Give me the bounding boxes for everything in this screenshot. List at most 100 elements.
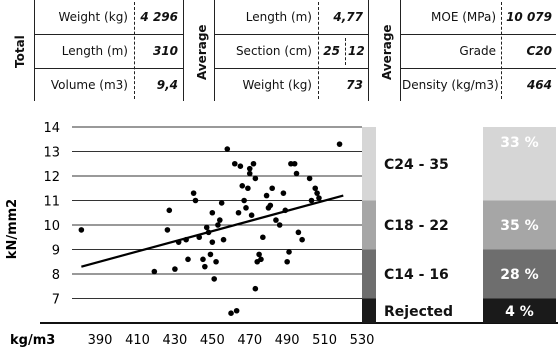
data-point-37 <box>250 160 257 167</box>
data-point-1 <box>151 268 158 275</box>
data-point-47 <box>269 185 275 192</box>
data-point-44 <box>263 192 270 199</box>
data-point-46 <box>267 202 274 209</box>
grade-band-3 <box>362 298 376 323</box>
grade-label-0: C24 - 35 <box>384 157 449 173</box>
data-point-22 <box>218 200 225 206</box>
data-point-55 <box>291 160 298 167</box>
data-point-18 <box>211 276 217 282</box>
data-point-23 <box>220 236 227 243</box>
total-volume-value: 9,4 <box>156 78 178 92</box>
total-group-label: Total <box>13 35 27 69</box>
y-tick-label-8: 8 <box>52 268 60 283</box>
data-point-33 <box>245 185 251 192</box>
grade-percent-label-3: 4 % <box>505 304 534 320</box>
data-point-32 <box>243 205 249 211</box>
data-point-24 <box>224 146 231 152</box>
x-tick-label-490: 490 <box>275 333 300 348</box>
data-point-34 <box>246 170 253 177</box>
average-section-label: Section (cm) <box>235 44 312 58</box>
data-point-61 <box>312 185 319 192</box>
y-tick-label-13: 13 <box>43 146 60 161</box>
data-point-58 <box>299 236 305 243</box>
summary-table: Total Weight (kg) 4 296 Length (m) 310 V… <box>0 0 558 103</box>
grade-percent-label-0: 33 % <box>500 135 538 151</box>
moe-density-scatter-chart: 7 8 9 10 11 12 13 14 kN/mm2 kg/m3 390 410 430 450 470 4… <box>5 121 558 348</box>
data-point-4 <box>172 266 178 272</box>
data-point-35 <box>246 165 253 172</box>
total-length-label: Length (m) <box>61 44 128 58</box>
grade-label-3: Rejected <box>384 304 453 320</box>
data-point-8 <box>190 190 197 196</box>
data-point-50 <box>280 190 287 196</box>
data-point-19 <box>213 258 219 265</box>
data-point-26 <box>231 160 238 167</box>
data-point-52 <box>284 258 290 265</box>
average-grade-value: C20 <box>526 44 552 58</box>
data-point-17 <box>209 209 216 216</box>
y-axis-label: kN/mm2 <box>5 199 20 259</box>
y-tick-label-12: 12 <box>43 170 60 185</box>
total-weight-label: Weight (kg) <box>58 10 128 24</box>
x-tick-label-430: 430 <box>162 333 187 348</box>
total-length-value: 310 <box>152 44 178 58</box>
data-point-12 <box>202 263 208 270</box>
data-point-43 <box>260 234 266 241</box>
average-section-value-2: 12 <box>348 44 365 58</box>
data-point-39 <box>252 285 259 292</box>
data-point-16 <box>209 239 216 245</box>
average-section-value-1: 25 <box>323 44 340 58</box>
average-density-label: Density (kg/m3) <box>402 78 499 92</box>
data-point-42 <box>258 256 264 263</box>
data-point-0 <box>78 227 85 233</box>
average-moe-value: 10 079 <box>506 10 552 24</box>
data-point-15 <box>207 251 214 258</box>
data-point-56 <box>293 170 300 177</box>
y-tick-label-9: 9 <box>52 244 60 259</box>
x-tick-label-390: 390 <box>88 333 113 348</box>
average-length-label: Length (m) <box>245 10 312 24</box>
data-point-9 <box>192 197 199 204</box>
x-tick-label-470: 470 <box>237 333 262 348</box>
data-point-28 <box>235 209 242 216</box>
data-point-25 <box>228 310 234 316</box>
grade-percent-band-0 <box>483 127 556 201</box>
x-tick-label-530: 530 <box>350 333 375 348</box>
data-point-62 <box>314 190 320 196</box>
data-point-63 <box>316 195 322 201</box>
data-point-21 <box>217 217 223 223</box>
grade-band-1 <box>362 200 376 250</box>
grade-band-0 <box>362 127 376 201</box>
data-point-57 <box>295 229 302 236</box>
average-dimensions-label: Average <box>195 24 209 80</box>
average-weight-value: 73 <box>346 78 363 92</box>
grade-label-1: C18 - 22 <box>384 218 449 234</box>
data-point-7 <box>185 256 191 263</box>
data-point-20 <box>215 222 221 228</box>
y-tick-label-11: 11 <box>43 195 60 210</box>
data-point-48 <box>273 217 279 223</box>
data-point-13 <box>203 224 210 231</box>
data-point-29 <box>237 163 244 169</box>
data-point-11 <box>200 256 206 263</box>
total-weight-value: 4 296 <box>140 10 178 24</box>
grade-percent-band-2 <box>483 249 556 299</box>
data-point-38 <box>252 175 259 182</box>
data-point-49 <box>276 222 283 228</box>
average-properties-label: Average <box>380 24 394 80</box>
data-point-59 <box>306 175 313 182</box>
grade-percent-band-3 <box>483 298 556 323</box>
y-tick-label-10: 10 <box>43 219 60 234</box>
trend-line <box>81 194 344 268</box>
x-tick-label-510: 510 <box>312 333 337 348</box>
data-point-31 <box>241 197 247 204</box>
average-length-value: 4,77 <box>333 10 363 24</box>
x-tick-label-450: 450 <box>200 333 225 348</box>
average-grade-label: Grade <box>459 44 496 58</box>
grade-label-2: C14 - 16 <box>384 267 449 283</box>
y-tick-label-14: 14 <box>43 121 60 136</box>
grade-band-2 <box>362 249 376 299</box>
average-moe-label: MOE (MPa) <box>431 10 496 24</box>
data-point-41 <box>256 251 262 258</box>
data-point-53 <box>286 249 292 255</box>
